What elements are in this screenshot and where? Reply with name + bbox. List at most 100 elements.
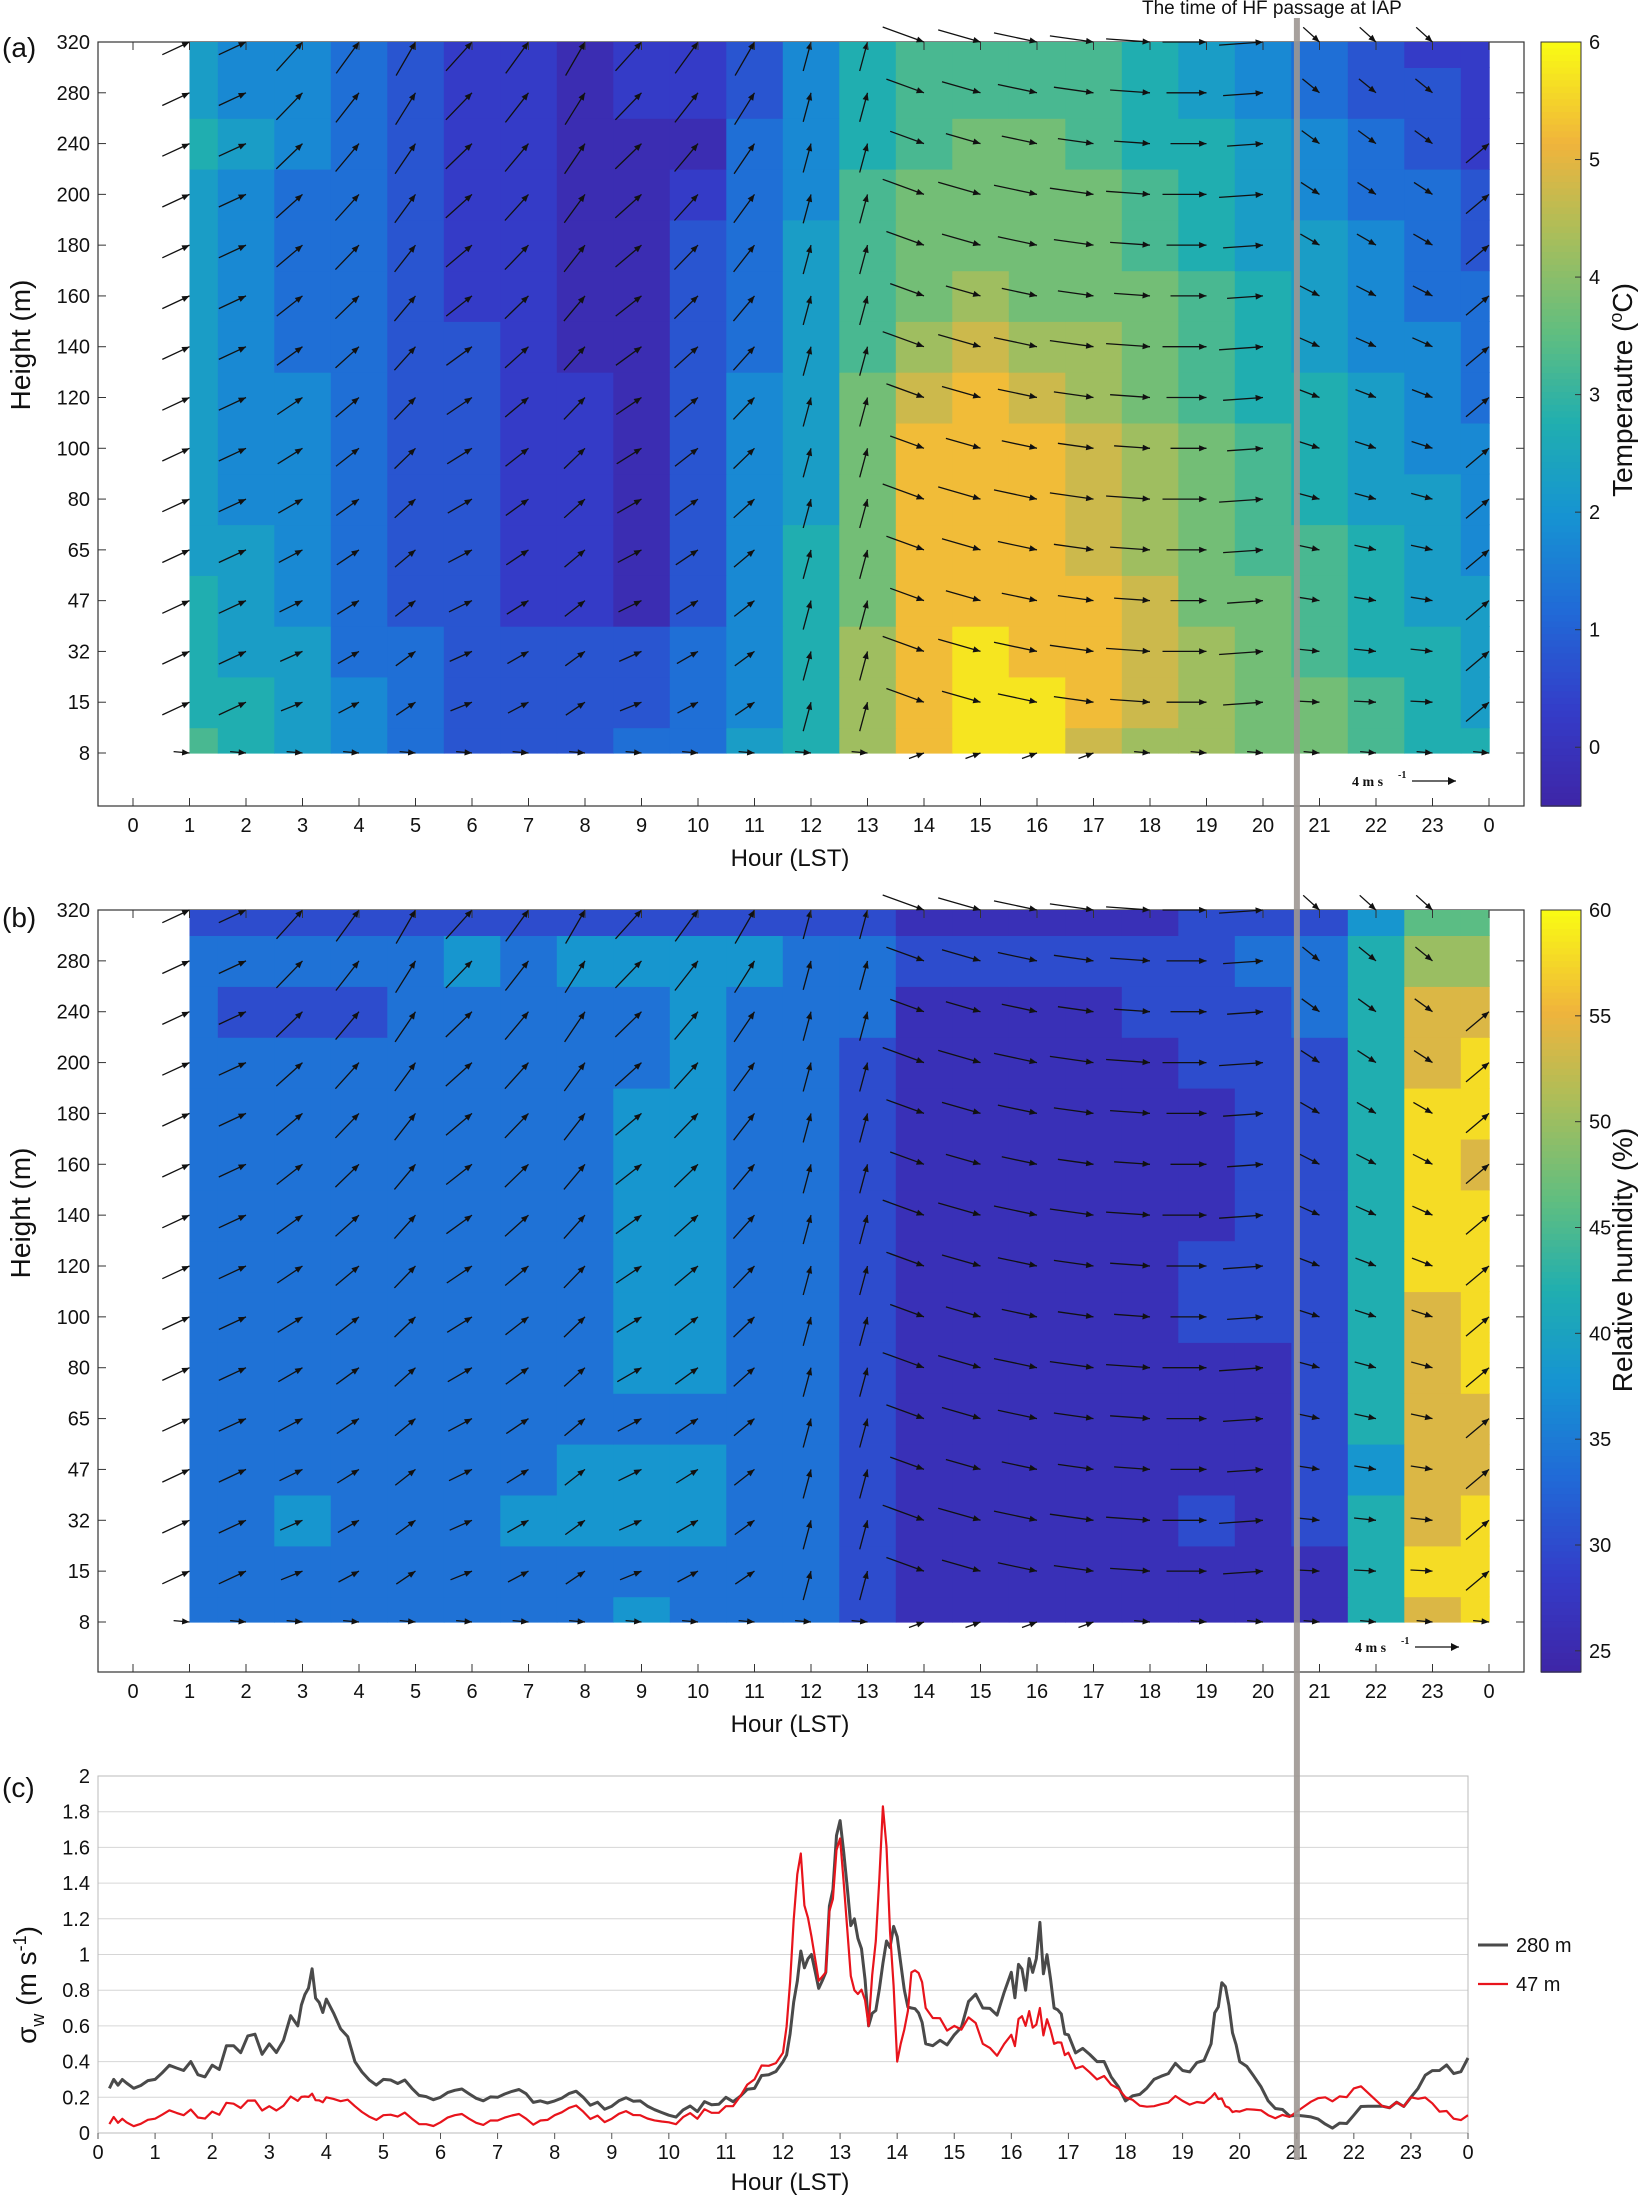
wind-vector-head xyxy=(916,341,924,348)
colorbar-segment xyxy=(1541,589,1581,597)
colorbar-segment xyxy=(1541,1024,1581,1032)
colorbar-segment xyxy=(1541,1125,1581,1133)
wind-vector-head xyxy=(1085,88,1094,95)
wind-vector-head xyxy=(862,1113,869,1122)
wind-vector-head xyxy=(520,749,529,756)
wind-vector-head xyxy=(1198,1618,1207,1625)
heat-cell xyxy=(1291,422,1349,475)
wind-vector-head xyxy=(1199,546,1207,553)
y-tick-label: 180 xyxy=(57,1103,90,1125)
wind-vector-head xyxy=(464,1520,472,1527)
wind-vector-head xyxy=(577,346,585,355)
wind-vector-head xyxy=(1312,698,1320,705)
colorbar-segment xyxy=(1541,61,1581,69)
wind-vector-head xyxy=(803,1618,811,1625)
heat-cell xyxy=(556,372,614,424)
wind-vector-head xyxy=(577,1316,585,1325)
wind-vector-head xyxy=(1199,1313,1207,1320)
wind-vector-head xyxy=(1368,443,1376,449)
wind-vector-head xyxy=(408,1164,416,1172)
heat-cell xyxy=(1121,727,1179,754)
wind-vector-head xyxy=(1029,240,1037,247)
heat-cell xyxy=(1347,1393,1405,1445)
colorbar-segment xyxy=(1541,1227,1581,1235)
wind-vector-head xyxy=(1085,1261,1094,1269)
colorbar-segment xyxy=(1541,430,1581,438)
heat-cell xyxy=(895,524,953,576)
heat-cell xyxy=(895,118,953,170)
heat-cell xyxy=(1347,575,1405,627)
colorbar-segment xyxy=(1541,1487,1581,1495)
colorbar-segment xyxy=(1541,1132,1581,1140)
heat-cell xyxy=(1460,473,1490,526)
colorbar-segment xyxy=(1541,697,1581,705)
heat-cell xyxy=(1404,1494,1462,1547)
wind-vector-head xyxy=(862,499,869,507)
wind-vector-head xyxy=(1368,340,1376,347)
heat-cell xyxy=(726,321,784,373)
colorbar-segment xyxy=(1541,595,1581,604)
wind-vector-head xyxy=(520,499,529,506)
wind-vector-head xyxy=(238,1367,246,1374)
heat-cell xyxy=(1404,1393,1462,1445)
colorbar-segment xyxy=(1541,80,1581,88)
wind-vector-head xyxy=(238,600,246,607)
heat-cell xyxy=(189,935,219,987)
heat-cell xyxy=(500,372,558,424)
wind-vector-head xyxy=(1029,1058,1037,1065)
heat-cell xyxy=(556,727,614,754)
heat-cell xyxy=(952,524,1010,576)
wind-vector-head xyxy=(408,397,416,405)
colorbar-segment xyxy=(1541,1056,1581,1064)
wind-vector-head xyxy=(1311,596,1320,603)
wind-vector-head xyxy=(1255,958,1263,965)
wind-vector-head xyxy=(578,42,585,50)
x-tick-label: 5 xyxy=(410,815,421,837)
heat-cell xyxy=(217,524,275,576)
heat-cell xyxy=(1347,219,1405,272)
heat-cell xyxy=(1234,1291,1292,1343)
colorbar-segment xyxy=(1541,1316,1581,1324)
wind-vector-head xyxy=(351,194,359,202)
wind-vector-head xyxy=(577,549,585,557)
heat-cell xyxy=(274,935,332,987)
wind-vector-head xyxy=(1142,393,1150,401)
colorbar-segment xyxy=(1541,1329,1581,1337)
wind-vector-head xyxy=(862,245,869,254)
wind-vector-head xyxy=(1255,1416,1263,1423)
colorbar-segment xyxy=(1541,1608,1581,1616)
colorbar-frame xyxy=(1540,909,1582,1673)
colorbar-segment xyxy=(1541,1456,1581,1464)
heat-cell xyxy=(330,626,388,678)
wind-vector-head xyxy=(407,549,416,557)
heat-cell xyxy=(895,67,953,119)
heat-cell xyxy=(1404,575,1462,627)
heat-cell xyxy=(274,1545,332,1598)
wind-vector-head xyxy=(578,960,585,969)
y-tick-label: 2 xyxy=(79,1766,90,1788)
colorbar-tick-label: 45 xyxy=(1589,1218,1611,1240)
colorbar-segment xyxy=(1541,99,1581,107)
wind-vector-head xyxy=(1029,291,1037,298)
heat-cell xyxy=(952,372,1010,424)
x-tick-label: 8 xyxy=(579,815,590,837)
wind-vector-head xyxy=(1142,1567,1150,1574)
wind-vector-head xyxy=(577,1469,585,1477)
heat-cell xyxy=(1065,473,1123,526)
heat-cell xyxy=(189,575,219,627)
heat-cell xyxy=(1008,1088,1066,1140)
wind-vector-head xyxy=(1311,902,1320,910)
wind-vector-head xyxy=(181,1520,190,1527)
colorbar-segment xyxy=(1541,271,1581,279)
colorbar-segment xyxy=(1541,182,1581,190)
heat-cell xyxy=(895,422,953,475)
wind-vector-head xyxy=(806,499,813,507)
wind-vector-head xyxy=(464,1367,472,1375)
wind-vector-head xyxy=(295,143,303,151)
heat-cell xyxy=(895,1240,953,1293)
heat-cell xyxy=(330,372,388,424)
wind-vector-head xyxy=(972,1210,981,1217)
heat-cell xyxy=(1121,1138,1179,1191)
wind-vector-head xyxy=(295,1011,303,1020)
wind-vector-head xyxy=(351,1164,359,1172)
